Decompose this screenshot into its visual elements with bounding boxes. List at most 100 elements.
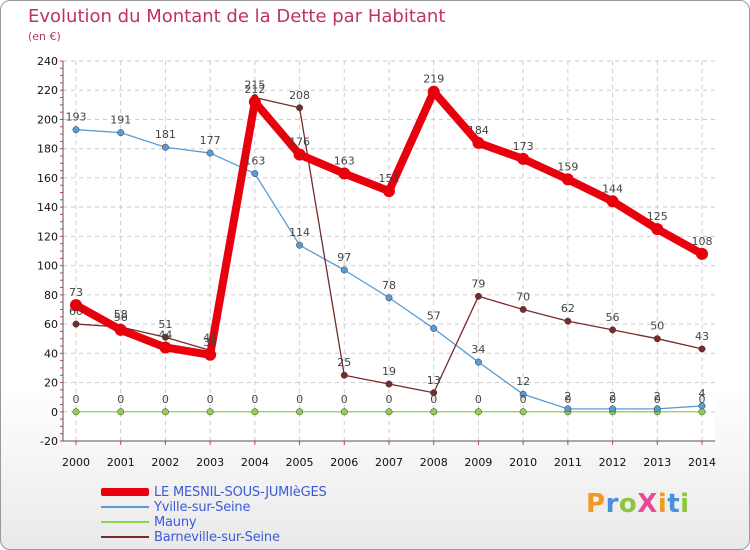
data-label: 58 [114, 308, 128, 321]
y-tick-label: 180 [37, 143, 58, 156]
data-point [72, 408, 80, 416]
data-label: 39 [203, 336, 217, 349]
data-label: 0 [73, 393, 80, 406]
brand-letter: i [657, 489, 668, 519]
data-label: 57 [427, 309, 441, 322]
data-point [474, 292, 482, 300]
data-label: 0 [386, 393, 393, 406]
data-point [698, 408, 706, 416]
x-tick-label: 2010 [509, 456, 537, 469]
x-tick-label: 2012 [599, 456, 627, 469]
brand-letter: o [618, 489, 638, 519]
data-label: 50 [650, 320, 664, 333]
y-tick-label: 140 [37, 201, 58, 214]
brand-logo: ProXiti [586, 489, 690, 519]
data-label: 12 [516, 375, 530, 388]
data-point [517, 152, 530, 165]
x-tick-label: 2001 [107, 456, 135, 469]
x-tick-label: 2000 [62, 456, 90, 469]
data-point [159, 341, 172, 354]
data-point [653, 405, 661, 413]
x-tick-label: 2013 [643, 456, 671, 469]
data-label: 56 [606, 311, 620, 324]
data-point [296, 104, 304, 112]
legend-label-mesnil: LE MESNIL-SOUS-JUMIèGES [154, 485, 327, 500]
data-label: 177 [200, 134, 221, 147]
data-point [698, 345, 706, 353]
legend-swatch-yville [101, 506, 149, 508]
data-label: 173 [513, 140, 534, 153]
legend-label-yville: Yville-sur-Seine [154, 500, 251, 515]
data-label: 2 [609, 390, 616, 403]
data-label: 51 [158, 318, 172, 331]
y-tick-label: -20 [40, 435, 58, 448]
data-point [653, 335, 661, 343]
data-label: 0 [654, 393, 661, 406]
data-point [340, 371, 348, 379]
x-tick-label: 2011 [554, 456, 582, 469]
y-tick-label: 80 [44, 289, 58, 302]
data-point [204, 348, 217, 361]
data-label: 0 [341, 393, 348, 406]
y-tick-label: 220 [37, 84, 58, 97]
data-label: 176 [289, 136, 310, 149]
data-point [296, 241, 304, 249]
data-label: 43 [695, 330, 709, 343]
data-point [609, 405, 617, 413]
data-label: 56 [114, 311, 128, 324]
data-label: 0 [430, 393, 437, 406]
data-point [385, 380, 393, 388]
data-point [251, 170, 259, 177]
data-label: 215 [244, 79, 265, 92]
data-point [427, 85, 440, 98]
data-point [698, 402, 706, 410]
data-label: 19 [382, 365, 396, 378]
brand-letter: r [605, 489, 619, 519]
data-point [430, 389, 438, 397]
data-label: 2 [564, 390, 571, 403]
brand-letter: i [680, 489, 690, 519]
x-tick-label: 2002 [151, 456, 179, 469]
chart-subtitle: (en €) [28, 30, 61, 43]
data-point [609, 326, 617, 334]
data-label: 163 [244, 155, 265, 168]
plot-area [63, 61, 715, 441]
data-point [472, 136, 485, 149]
data-label: 44 [158, 328, 172, 341]
data-point [72, 320, 80, 328]
data-label: 73 [69, 286, 83, 299]
data-label: 108 [692, 235, 713, 248]
data-point [251, 408, 259, 416]
data-point [72, 126, 80, 134]
y-tick-label: 100 [37, 260, 58, 273]
data-label: 0 [117, 393, 124, 406]
data-point [340, 266, 348, 274]
data-point [519, 408, 527, 416]
data-label: 4 [699, 387, 706, 400]
data-point [114, 323, 127, 336]
x-tick-label: 2003 [196, 456, 224, 469]
data-point [519, 306, 527, 313]
data-point [696, 247, 708, 260]
data-point [606, 195, 619, 208]
data-label: 159 [557, 160, 578, 173]
data-label: 191 [110, 114, 131, 127]
y-tick-label: 40 [44, 347, 58, 360]
data-label: 181 [155, 128, 176, 141]
x-tick-label: 2008 [420, 456, 448, 469]
data-label: 114 [289, 226, 310, 239]
data-point [161, 333, 169, 341]
data-point [474, 358, 482, 366]
brand-letter: P [586, 489, 606, 519]
data-label: 79 [471, 277, 485, 290]
data-label: 144 [602, 182, 623, 195]
data-point [338, 167, 351, 180]
data-label: 13 [427, 374, 441, 387]
y-tick-label: 0 [51, 406, 58, 419]
data-label: 70 [516, 290, 530, 303]
data-label: 97 [337, 251, 351, 264]
data-label: 0 [251, 393, 258, 406]
x-tick-label: 2005 [286, 456, 314, 469]
y-tick-label: 120 [37, 230, 58, 243]
